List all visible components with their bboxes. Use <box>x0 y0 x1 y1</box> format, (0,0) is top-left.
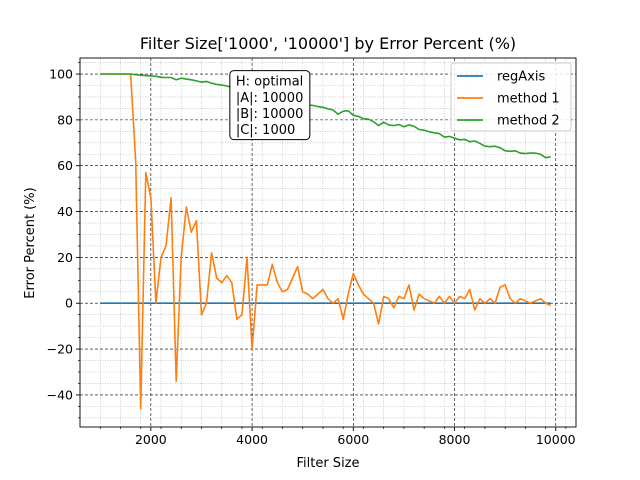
legend-entry: regAxis <box>497 70 546 85</box>
legend-entry: method 2 <box>497 114 560 129</box>
y-tick-label: 80 <box>57 112 73 127</box>
plot-area: 2000 4000 6000 8000 10000 −40 −20 0 20 40 60 80 100 H… <box>47 57 577 447</box>
annotation-line: |A|: 10000 <box>236 91 304 106</box>
x-tick-label: 6000 <box>337 432 369 447</box>
legend-box <box>450 62 572 132</box>
annotation-line: |B|: 10000 <box>236 107 304 122</box>
series-line-method-2 <box>100 73 551 159</box>
y-tick-label: 0 <box>65 296 73 311</box>
x-axis-label: Filter Size <box>296 456 359 471</box>
y-tick-label: 60 <box>57 158 73 173</box>
y-tick-label: −40 <box>47 387 73 402</box>
y-tick-label: 20 <box>57 250 73 265</box>
x-tick-label: 2000 <box>135 432 167 447</box>
y-tick-label: 100 <box>49 67 73 82</box>
y-tick-label: −20 <box>47 342 73 357</box>
series-line-method-1 <box>100 73 552 410</box>
x-tick-label: 10000 <box>536 432 576 447</box>
annotation-box <box>229 70 311 141</box>
annotation-line: |C|: 1000 <box>236 123 295 138</box>
y-axis-label: Error Percent (%) <box>23 187 38 298</box>
axes-frame <box>79 57 577 428</box>
annotation-line: H: optimal <box>236 75 303 90</box>
x-tick-label: 8000 <box>439 432 471 447</box>
chart-title: Filter Size['1000', '10000'] by Error Pe… <box>140 34 516 53</box>
y-tick-label: 40 <box>57 204 73 219</box>
legend-entry: method 1 <box>497 92 560 107</box>
x-tick-label: 4000 <box>236 432 268 447</box>
